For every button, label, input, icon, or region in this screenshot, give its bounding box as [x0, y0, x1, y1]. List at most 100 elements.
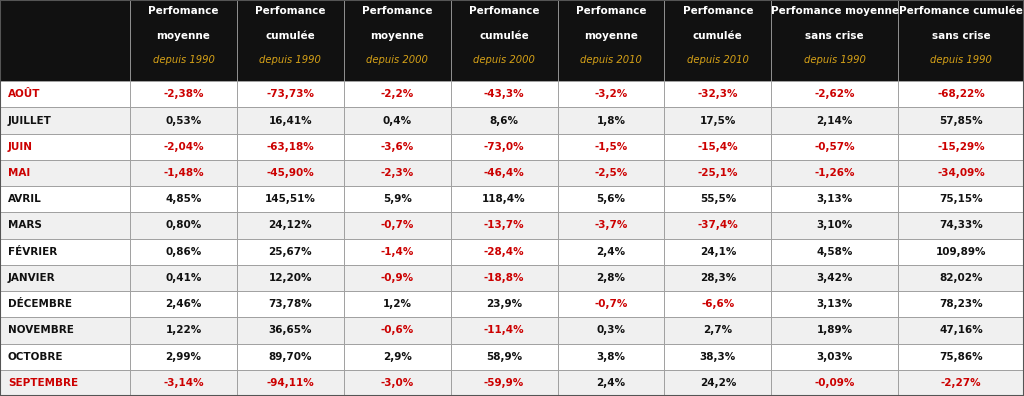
Bar — [898, 370, 1024, 396]
Text: moyenne: moyenne — [584, 31, 638, 41]
Bar — [771, 81, 898, 107]
Bar — [344, 344, 451, 370]
Text: sans crise: sans crise — [932, 31, 990, 41]
Bar — [130, 370, 237, 396]
Text: 3,13%: 3,13% — [816, 194, 853, 204]
Text: 58,9%: 58,9% — [486, 352, 522, 362]
Text: 2,8%: 2,8% — [597, 273, 626, 283]
Bar — [771, 317, 898, 344]
Bar — [771, 107, 898, 134]
Bar — [451, 186, 557, 212]
Bar — [771, 160, 898, 186]
Text: depuis 2000: depuis 2000 — [473, 55, 536, 65]
Text: 1,8%: 1,8% — [597, 116, 626, 126]
Text: 57,85%: 57,85% — [939, 116, 983, 126]
Text: 109,89%: 109,89% — [936, 247, 986, 257]
Bar — [451, 160, 557, 186]
Text: -59,9%: -59,9% — [484, 378, 524, 388]
Text: depuis 2010: depuis 2010 — [580, 55, 642, 65]
Bar — [557, 265, 665, 291]
Text: MAI: MAI — [8, 168, 30, 178]
Text: 75,86%: 75,86% — [939, 352, 983, 362]
Bar — [0, 212, 130, 238]
Text: -46,4%: -46,4% — [483, 168, 524, 178]
Bar — [557, 0, 665, 81]
Bar — [665, 160, 771, 186]
Bar — [898, 160, 1024, 186]
Text: -0,7%: -0,7% — [594, 299, 628, 309]
Text: AOÛT: AOÛT — [8, 89, 40, 99]
Text: 75,15%: 75,15% — [939, 194, 983, 204]
Text: 2,7%: 2,7% — [703, 326, 732, 335]
Bar — [237, 186, 344, 212]
Text: FÉVRIER: FÉVRIER — [8, 247, 57, 257]
Text: -1,4%: -1,4% — [381, 247, 414, 257]
Bar — [0, 370, 130, 396]
Bar — [451, 317, 557, 344]
Text: -45,90%: -45,90% — [266, 168, 314, 178]
Text: -0,57%: -0,57% — [814, 142, 855, 152]
Bar — [557, 291, 665, 317]
Text: 0,53%: 0,53% — [165, 116, 202, 126]
Bar — [130, 265, 237, 291]
Text: Perfomance cumulée: Perfomance cumulée — [899, 6, 1023, 17]
Text: -3,14%: -3,14% — [163, 378, 204, 388]
Bar — [771, 133, 898, 160]
Text: moyenne: moyenne — [371, 31, 424, 41]
Bar — [898, 0, 1024, 81]
Bar — [130, 344, 237, 370]
Bar — [665, 317, 771, 344]
Bar — [557, 238, 665, 265]
Text: 47,16%: 47,16% — [939, 326, 983, 335]
Text: -73,0%: -73,0% — [483, 142, 524, 152]
Text: -68,22%: -68,22% — [937, 89, 985, 99]
Bar — [130, 291, 237, 317]
Bar — [771, 238, 898, 265]
Text: DÉCEMBRE: DÉCEMBRE — [8, 299, 72, 309]
Bar — [557, 133, 665, 160]
Bar — [0, 81, 130, 107]
Text: -37,4%: -37,4% — [697, 221, 738, 230]
Bar — [237, 317, 344, 344]
Bar — [898, 212, 1024, 238]
Text: depuis 1990: depuis 1990 — [259, 55, 322, 65]
Text: -3,7%: -3,7% — [594, 221, 628, 230]
Text: 2,46%: 2,46% — [165, 299, 202, 309]
Bar — [130, 133, 237, 160]
Text: depuis 2010: depuis 2010 — [687, 55, 749, 65]
Bar — [898, 107, 1024, 134]
Text: -25,1%: -25,1% — [697, 168, 738, 178]
Text: Perfomance moyenne: Perfomance moyenne — [771, 6, 899, 17]
Bar — [130, 212, 237, 238]
Bar — [665, 133, 771, 160]
Text: NOVEMBRE: NOVEMBRE — [8, 326, 74, 335]
Text: -2,3%: -2,3% — [381, 168, 414, 178]
Text: 89,70%: 89,70% — [268, 352, 312, 362]
Text: 1,89%: 1,89% — [817, 326, 853, 335]
Text: -34,09%: -34,09% — [937, 168, 985, 178]
Bar — [344, 107, 451, 134]
Bar — [771, 265, 898, 291]
Bar — [898, 317, 1024, 344]
Bar — [665, 238, 771, 265]
Text: -3,0%: -3,0% — [381, 378, 414, 388]
Bar — [665, 212, 771, 238]
Bar — [0, 160, 130, 186]
Text: -0,09%: -0,09% — [814, 378, 855, 388]
Bar — [451, 344, 557, 370]
Text: 38,3%: 38,3% — [699, 352, 736, 362]
Bar — [0, 133, 130, 160]
Bar — [130, 186, 237, 212]
Bar — [0, 0, 130, 81]
Text: 2,99%: 2,99% — [166, 352, 202, 362]
Text: -0,9%: -0,9% — [381, 273, 414, 283]
Text: 0,80%: 0,80% — [165, 221, 202, 230]
Text: 0,3%: 0,3% — [597, 326, 626, 335]
Bar — [557, 160, 665, 186]
Bar — [451, 107, 557, 134]
Text: -2,04%: -2,04% — [163, 142, 204, 152]
Text: 2,4%: 2,4% — [596, 247, 626, 257]
Text: OCTOBRE: OCTOBRE — [8, 352, 63, 362]
Bar — [130, 160, 237, 186]
Bar — [344, 370, 451, 396]
